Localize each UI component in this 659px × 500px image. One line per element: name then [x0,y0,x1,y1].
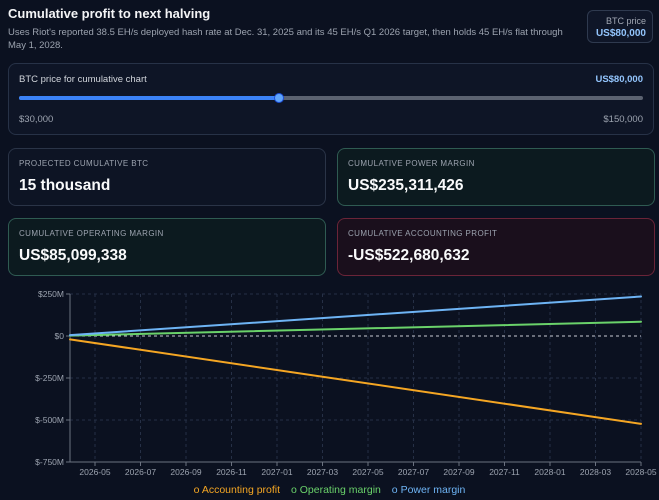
x-tick-label: 2027-05 [352,467,383,477]
cumulative-profit-chart: 2026-05 2026-07 2026-09 2026-11 2027-01 2027-… [35,289,657,477]
legend-line-icon: o [290,484,297,496]
y-tick-label: $250M [38,289,64,299]
x-tick-label: 2026-07 [125,467,156,477]
legend-label: Accounting profit [201,484,281,496]
legend-line-icon: o [193,484,200,496]
slider-min-label: $30,000 [19,114,54,125]
slider-max-label: $150,000 [603,114,643,125]
slider-label: BTC price for cumulative chart [19,74,147,85]
card-projected-btc: PROJECTED CUMULATIVE BTC 15 thousand [8,148,326,206]
x-tick-label: 2028-05 [625,467,656,477]
card-accounting-profit: CUMULATIVE ACCOUNTING PROFIT -US$522,680… [337,218,655,276]
y-tick-label: $-500M [35,415,64,425]
legend-label: Power margin [400,484,466,496]
x-tick-label: 2028-01 [534,467,565,477]
btc-price-slider[interactable] [19,93,643,103]
x-tick-label: 2026-11 [216,467,247,477]
accounting-profit-line [69,338,642,425]
x-tick-label: 2026-05 [79,467,110,477]
btc-price-badge-label: BTC price [605,16,646,26]
btc-price-badge: BTC price US$80,000 [587,10,653,43]
card-operating-margin: CUMULATIVE OPERATING MARGIN US$85,099,33… [8,218,326,276]
card-label: CUMULATIVE ACCOUNTING PROFIT [348,229,498,238]
legend-label: Operating margin [299,484,381,496]
page-title: Cumulative profit to next halving [8,6,211,21]
x-tick-label: 2027-07 [398,467,429,477]
card-power-margin: CUMULATIVE POWER MARGIN US$235,311,426 [337,148,655,206]
legend-power-margin[interactable]: o Power margin [392,484,466,496]
y-tick-label: $0 [55,331,65,341]
y-tick-label: $-250M [35,373,64,383]
power-margin-line [69,295,642,337]
btc-price-badge-value: US$80,000 [595,28,646,39]
card-value: -US$522,680,632 [348,247,470,264]
y-tick-label: $-750M [35,457,64,467]
card-value: 15 thousand [19,177,111,194]
x-tick-label: 2026-09 [170,467,201,477]
card-value: US$85,099,338 [19,247,127,264]
legend-accounting-profit[interactable]: o Accounting profit [194,484,283,496]
legend-line-icon: o [391,484,398,496]
card-label: PROJECTED CUMULATIVE BTC [19,159,149,168]
page-subtitle: Uses Riot's reported 38.5 EH/s deployed … [8,27,563,51]
x-tick-label: 2027-03 [307,467,338,477]
card-label: CUMULATIVE OPERATING MARGIN [19,229,164,238]
chart-legend: o Accounting profit o Operating margin o… [0,484,659,496]
x-tick-label: 2028-03 [580,467,611,477]
operating-margin-line [69,320,642,337]
card-label: CUMULATIVE POWER MARGIN [348,159,475,168]
x-tick-label: 2027-11 [489,467,520,477]
x-tick-label: 2027-01 [261,467,292,477]
slider-thumb[interactable] [274,93,285,103]
slider-fill [19,96,280,100]
x-tick-label: 2027-09 [443,467,474,477]
slider-value: US$80,000 [595,74,643,85]
legend-operating-margin[interactable]: o Operating margin [291,484,384,496]
header: Cumulative profit to next halving Uses R… [8,6,578,52]
card-value: US$235,311,426 [348,177,464,194]
btc-price-slider-panel: BTC price for cumulative chart US$80,000… [8,63,654,135]
